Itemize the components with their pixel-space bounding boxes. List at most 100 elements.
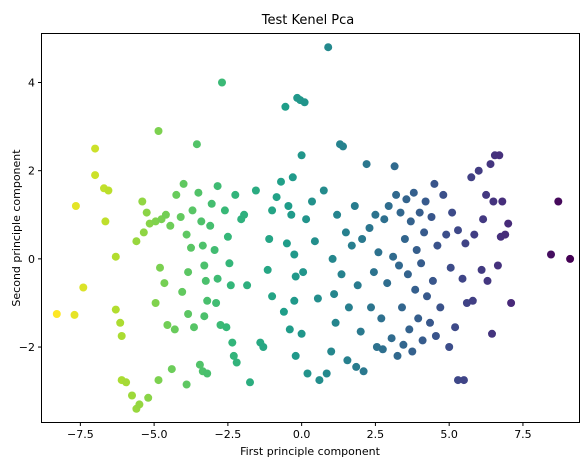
data-point [488,329,496,338]
data-point [182,230,191,239]
data-point [300,98,309,107]
data-point [228,338,237,347]
data-point [213,182,222,191]
data-point [439,190,448,199]
data-point [182,380,191,389]
data-point [403,270,412,279]
data-point [101,217,110,226]
data-point [290,250,299,259]
x-tick-label: −2.5 [215,428,242,441]
data-point [116,318,125,327]
data-point [428,276,437,285]
data-point [222,323,231,332]
data-point [380,215,389,224]
data-point [192,140,201,149]
data-point [139,228,148,237]
data-point [352,362,361,371]
data-point [470,230,479,239]
data-point [507,299,516,307]
data-point [327,347,336,356]
data-point [504,219,513,228]
data-point [347,241,356,250]
data-point [79,283,88,292]
data-point [330,290,339,299]
data-point [240,210,249,219]
data-point [111,305,120,314]
data-point [132,237,141,246]
data-point [251,186,260,195]
data-point [172,190,181,199]
data-point [178,287,187,296]
data-point [111,252,120,261]
data-point [461,239,470,248]
data-point [190,323,198,332]
data-point [225,259,234,268]
data-point [421,197,430,206]
data-point [200,312,209,321]
data-point [210,246,219,254]
data-point [420,228,429,237]
data-point [341,228,350,237]
data-point [288,173,297,182]
data-point [268,206,277,215]
data-point [395,261,403,270]
data-point [402,195,411,204]
data-point [161,210,170,219]
data-point [343,356,352,365]
data-point [285,325,294,334]
data-point [138,197,147,206]
chart-title: Test Kenel Pca [261,13,355,28]
data-point [229,351,238,360]
data-point [291,351,300,360]
data-point [226,281,235,290]
data-point [197,217,206,226]
data-point [246,378,254,387]
data-point [142,208,151,217]
data-point [468,296,477,305]
data-point [353,281,362,290]
data-point [406,217,415,226]
data-point [423,292,431,301]
data-point [263,265,272,274]
data-point [188,206,197,215]
data-point [203,369,212,378]
data-point [337,270,346,279]
data-point [200,261,209,270]
data-point [393,351,402,360]
data-point [427,213,436,221]
data-point [501,230,510,239]
data-point [415,208,424,217]
data-point [277,177,285,186]
ticks-layer: −7.5 −5.0 −2.5 0.0 2.5 5.0 7.5 −2 0 2 4 [19,77,532,442]
data-point [203,296,212,305]
data-point [389,252,398,261]
data-point [282,239,291,248]
data-point [398,303,406,312]
data-point [474,166,483,175]
data-point [167,365,176,374]
data-point [454,226,462,235]
data-point [495,151,504,160]
data-point [458,274,467,283]
data-point [482,190,491,199]
data-point [328,254,337,263]
data-point [195,360,204,369]
data-point [308,197,316,206]
data-point [154,127,163,135]
data-point [411,285,420,294]
data-point [184,268,193,277]
data-point [378,345,387,354]
data-point [333,210,342,219]
data-point [418,336,427,345]
data-point [259,343,268,351]
data-point [291,272,300,281]
plot-frame [41,33,580,423]
data-point [356,327,365,336]
y-axis-label: Second principle component [10,149,23,307]
data-point [362,160,371,169]
data-point [52,310,61,318]
data-point [350,202,359,210]
data-point [417,259,426,268]
data-point [377,314,386,323]
data-point [369,268,378,277]
